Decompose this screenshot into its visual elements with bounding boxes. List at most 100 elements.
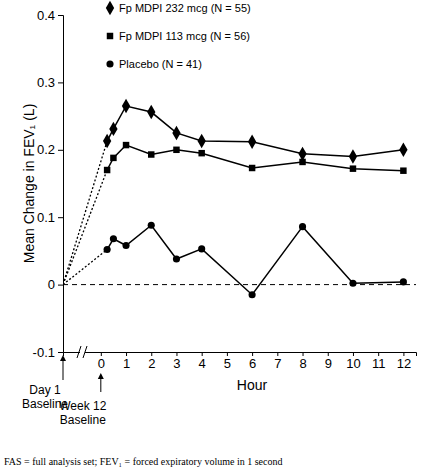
y-tick: 0 [48,277,63,292]
x-tick-label: 7 [274,356,281,371]
x-tick: 1 [123,352,130,371]
legend-item: Fp MDPI 232 mcg (N = 55) [106,1,251,15]
annotation-arrowhead [60,355,66,361]
x-tick-label: 6 [249,356,256,371]
y-tick-label: 0.2 [37,142,55,157]
series-marker [104,167,110,173]
series-marker [198,245,205,252]
series-marker [110,235,117,242]
y-tick: 0.1 [37,210,63,225]
y-tick-mark [58,82,63,83]
series-marker [198,150,204,156]
legend-item: Fp MDPI 113 mcg (N = 56) [107,30,250,42]
y-tick: 0.2 [37,142,63,157]
x-tick-label: 5 [224,356,231,371]
legend-label: Fp MDPI 113 mcg (N = 56) [119,30,250,42]
x-axis-title: Hour [237,377,268,393]
series-marker [299,223,306,230]
y-tick-label: -0.1 [33,345,55,360]
y-tick-label: 0.4 [37,8,55,23]
series-line [107,225,403,294]
x-tick-label: 11 [372,356,386,371]
series-line [107,145,403,171]
x-tick: 2 [148,352,155,371]
legend-marker [107,33,113,39]
y-tick-mark [58,150,63,151]
series-marker [198,134,206,148]
axis-break [77,346,81,358]
footnote: FAS = full analysis set; FEV₁ = forced e… [4,456,282,467]
series-marker [248,135,256,149]
x-tick-label: 12 [397,356,411,371]
x-axis-line [64,353,417,357]
series-marker [148,222,155,229]
y-axis-title: Mean Change in FEV₁ (L) [21,104,37,264]
y-tick: -0.1 [33,345,63,360]
x-tick: 9 [325,352,332,371]
y-tick: 0.3 [37,75,63,90]
y-tick-mark [58,15,63,16]
y-tick-mark [58,217,63,218]
x-tick-label: 9 [325,356,332,371]
x-tick: 5 [224,352,231,371]
series-marker [349,280,356,287]
x-axis: 0123456789101112 [64,352,417,371]
axis-break [83,346,87,358]
series-marker [109,122,117,136]
series [63,142,407,285]
x-tick-label: 2 [148,356,155,371]
annotation: Week 12Baseline [59,373,106,427]
baseline-connector [63,170,107,285]
annotation-arrowhead [98,373,104,379]
y-axis-line [58,16,64,353]
annotation-text: Week 12 [59,399,106,413]
legend-marker [106,1,114,15]
series-marker [123,142,129,148]
y-tick-label: 0 [48,277,55,292]
baseline-connector [63,250,107,285]
series-marker [400,167,406,173]
series-marker [103,134,111,148]
series-marker [110,155,116,161]
series-marker [104,246,111,253]
x-tick-label: 4 [199,356,206,371]
series-marker [173,255,180,262]
series-marker [399,143,407,157]
x-tick: 0 [98,352,105,371]
series-marker [122,99,130,113]
annotation-text: Day 1 [29,383,61,397]
x-tick: 4 [199,352,206,371]
x-tick: 3 [173,352,180,371]
series-marker [249,165,255,171]
y-tick-label: 0.3 [37,75,55,90]
chart: -0.100.10.20.30.40123456789101112Fp MDPI… [0,0,438,472]
legend-item: Placebo (N = 41) [106,58,201,70]
x-tick: 10 [346,352,360,371]
plot-area [63,99,408,298]
series-marker [400,278,407,285]
series-marker [172,126,180,140]
series [63,222,407,299]
legend-label: Placebo (N = 41) [119,58,202,70]
legend-label: Fp MDPI 232 mcg (N = 55) [119,2,251,14]
series-marker [349,149,357,163]
x-tick: 7 [274,352,281,371]
y-tick-mark [58,285,63,286]
y-tick-mark [58,352,63,353]
series-marker [147,105,155,119]
x-tick-label: 1 [123,356,130,371]
series-marker [173,147,179,153]
legend-marker [106,60,113,67]
legend: Fp MDPI 232 mcg (N = 55) Fp MDPI 113 mcg … [106,1,251,70]
series-marker [299,159,305,165]
x-tick: 8 [299,352,306,371]
annotation-text: Baseline [60,413,106,427]
x-tick-label: 3 [173,356,180,371]
x-tick-label: 10 [346,356,360,371]
series-marker [122,242,129,249]
series-marker [148,151,154,157]
y-axis: -0.1 0 0.1 0.2 0.3 0.4 [33,8,64,360]
x-tick: 6 [249,352,256,371]
baseline-connector [63,141,107,285]
series [63,99,408,285]
